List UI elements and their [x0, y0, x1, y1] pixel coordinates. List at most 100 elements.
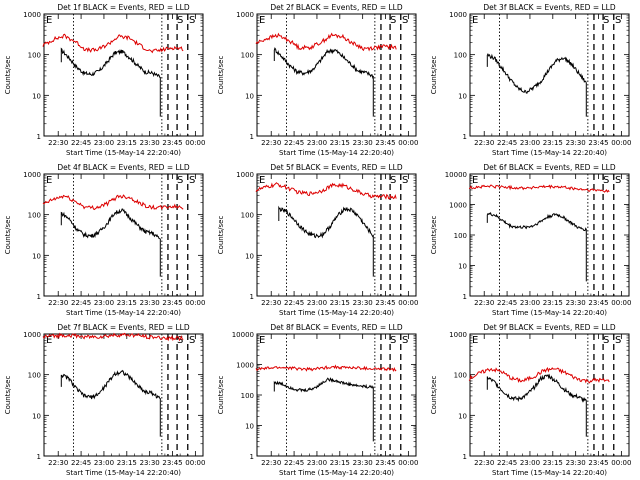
- marker-label: S: [390, 175, 396, 186]
- series-line-lld: [255, 182, 397, 200]
- marker-label: E: [259, 175, 265, 186]
- plot-frame: [256, 13, 417, 137]
- y-tick-label: 1000: [236, 362, 254, 370]
- x-tick-label: 22:30: [261, 299, 281, 307]
- marker-label: S: [615, 335, 621, 346]
- marker-label: E: [46, 335, 52, 346]
- x-tick-label: 23:45: [588, 139, 608, 147]
- x-tick-label: 23:00: [307, 139, 327, 147]
- y-tick-label: 10: [245, 92, 254, 100]
- x-tick-label: 00:00: [185, 459, 205, 467]
- x-tick-label: 22:45: [284, 459, 304, 467]
- marker-label: S: [189, 335, 195, 346]
- y-tick-label: 1: [463, 293, 467, 301]
- y-tick-label: 100: [28, 52, 41, 60]
- plot-frame: [256, 173, 417, 297]
- marker-label: E: [259, 15, 265, 26]
- y-axis-label: Counts/sec: [430, 376, 438, 415]
- y-tick-label: 10: [458, 263, 467, 271]
- x-tick-label: 22:30: [48, 299, 68, 307]
- x-tick-label: 00:00: [398, 139, 418, 147]
- series-line-events: [60, 369, 161, 437]
- marker-label: S: [402, 15, 408, 26]
- x-tick-label: 23:00: [520, 139, 540, 147]
- x-tick-label: 23:45: [162, 139, 182, 147]
- marker-label: E: [472, 175, 478, 186]
- x-tick-label: 22:30: [474, 459, 494, 467]
- x-tick-label: 22:30: [261, 139, 281, 147]
- x-tick-label: 22:30: [474, 299, 494, 307]
- x-tick-label: 23:30: [353, 299, 373, 307]
- x-tick-label: 22:45: [284, 299, 304, 307]
- series-line-events: [273, 377, 374, 442]
- x-tick-label: 22:45: [497, 459, 517, 467]
- panel-title: Det 5f BLACK = Events, RED = LLD: [270, 163, 403, 172]
- x-tick-label: 23:30: [566, 299, 586, 307]
- x-tick-label: 00:00: [185, 139, 205, 147]
- y-tick-label: 1000: [23, 11, 41, 19]
- x-tick-label: 22:45: [497, 299, 517, 307]
- series-line-lld: [42, 332, 184, 342]
- series-line-events: [60, 47, 161, 117]
- marker-label: S: [177, 15, 183, 26]
- x-tick-label: 00:00: [185, 299, 205, 307]
- plot-frame: [256, 333, 417, 457]
- panel-title: Det 3f BLACK = Events, RED = LLD: [483, 3, 616, 12]
- y-tick-label: 10000: [232, 331, 254, 339]
- x-tick-label: 23:30: [566, 139, 586, 147]
- plot-frame: [469, 173, 630, 297]
- y-axis-label: Counts/sec: [217, 376, 225, 415]
- x-tick-label: 22:30: [474, 139, 494, 147]
- x-tick-label: 23:30: [140, 459, 160, 467]
- series-line-events: [486, 52, 587, 117]
- x-tick-label: 00:00: [611, 139, 631, 147]
- panel-title: Det 7f BLACK = Events, RED = LLD: [57, 323, 190, 332]
- y-tick-label: 10: [245, 423, 254, 431]
- y-tick-label: 1000: [236, 171, 254, 179]
- y-tick-label: 1000: [23, 331, 41, 339]
- x-tick-label: 23:30: [140, 299, 160, 307]
- x-tick-label: 23:15: [117, 299, 137, 307]
- marker-label: E: [259, 335, 265, 346]
- x-tick-label: 23:45: [588, 299, 608, 307]
- y-tick-label: 1: [250, 453, 254, 461]
- y-tick-label: 10: [458, 412, 467, 420]
- panel-title: Det 4f BLACK = Events, RED = LLD: [57, 163, 190, 172]
- detector-panel-2: Det 2f BLACK = Events, RED = LLD 1 10 100 10…: [217, 3, 418, 157]
- series-line-events: [486, 373, 587, 437]
- x-axis-label: Start Time (15-May-14 22:20:40): [279, 309, 394, 317]
- x-axis-label: Start Time (15-May-14 22:20:40): [66, 309, 181, 317]
- x-tick-label: 23:15: [330, 459, 350, 467]
- panel-title: Det 8f BLACK = Events, RED = LLD: [270, 323, 403, 332]
- x-tick-label: 23:00: [307, 299, 327, 307]
- y-tick-label: 100: [241, 392, 254, 400]
- x-tick-label: 23:00: [520, 459, 540, 467]
- series-line-events: [60, 208, 161, 277]
- plot-frame: [43, 173, 204, 297]
- marker-label: S: [402, 335, 408, 346]
- x-tick-label: 00:00: [398, 459, 418, 467]
- y-tick-label: 1000: [449, 202, 467, 210]
- detector-panel-9: Det 9f BLACK = Events, RED = LLD 1 10 100 10…: [430, 323, 631, 477]
- x-tick-label: 23:45: [162, 299, 182, 307]
- y-axis-label: Counts/sec: [4, 376, 12, 415]
- detector-panel-3: Det 3f BLACK = Events, RED = LLD 1 10 100 10…: [430, 3, 631, 157]
- marker-label: E: [46, 175, 52, 186]
- marker-label: S: [390, 15, 396, 26]
- y-axis-label: Counts/sec: [217, 56, 225, 95]
- x-tick-label: 23:30: [353, 139, 373, 147]
- series-line-events: [273, 47, 374, 117]
- plot-frame: [469, 13, 630, 137]
- y-tick-label: 1000: [449, 11, 467, 19]
- x-tick-label: 22:45: [71, 459, 91, 467]
- marker-label: E: [472, 15, 478, 26]
- x-tick-label: 22:45: [71, 139, 91, 147]
- x-tick-label: 22:45: [71, 299, 91, 307]
- y-axis-label: Counts/sec: [4, 56, 12, 95]
- x-tick-label: 22:45: [497, 139, 517, 147]
- y-tick-label: 10: [32, 412, 41, 420]
- y-tick-label: 10: [458, 92, 467, 100]
- marker-label: S: [603, 335, 609, 346]
- x-axis-label: Start Time (15-May-14 22:20:40): [279, 469, 394, 477]
